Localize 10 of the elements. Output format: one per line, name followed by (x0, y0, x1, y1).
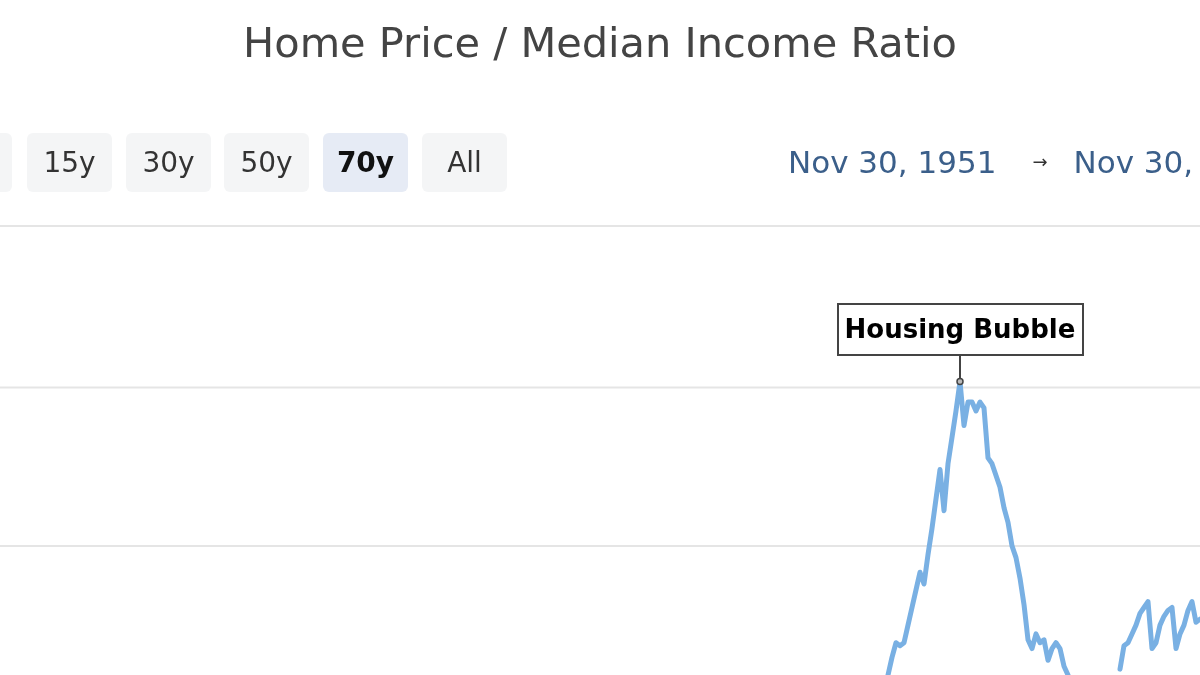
text: Nov 30, (1073, 144, 1194, 180)
text: All (447, 145, 482, 180)
text: 50y (240, 145, 293, 180)
text: Nov 30, 1951 (788, 144, 997, 180)
text: → (1032, 150, 1048, 174)
text: 70y (336, 145, 395, 180)
chart-title: Home Price / Median Income Ratio (243, 18, 957, 67)
text: Housing Bubble (844, 313, 1076, 346)
text: 15y (43, 145, 96, 180)
text: 30y (142, 145, 195, 180)
